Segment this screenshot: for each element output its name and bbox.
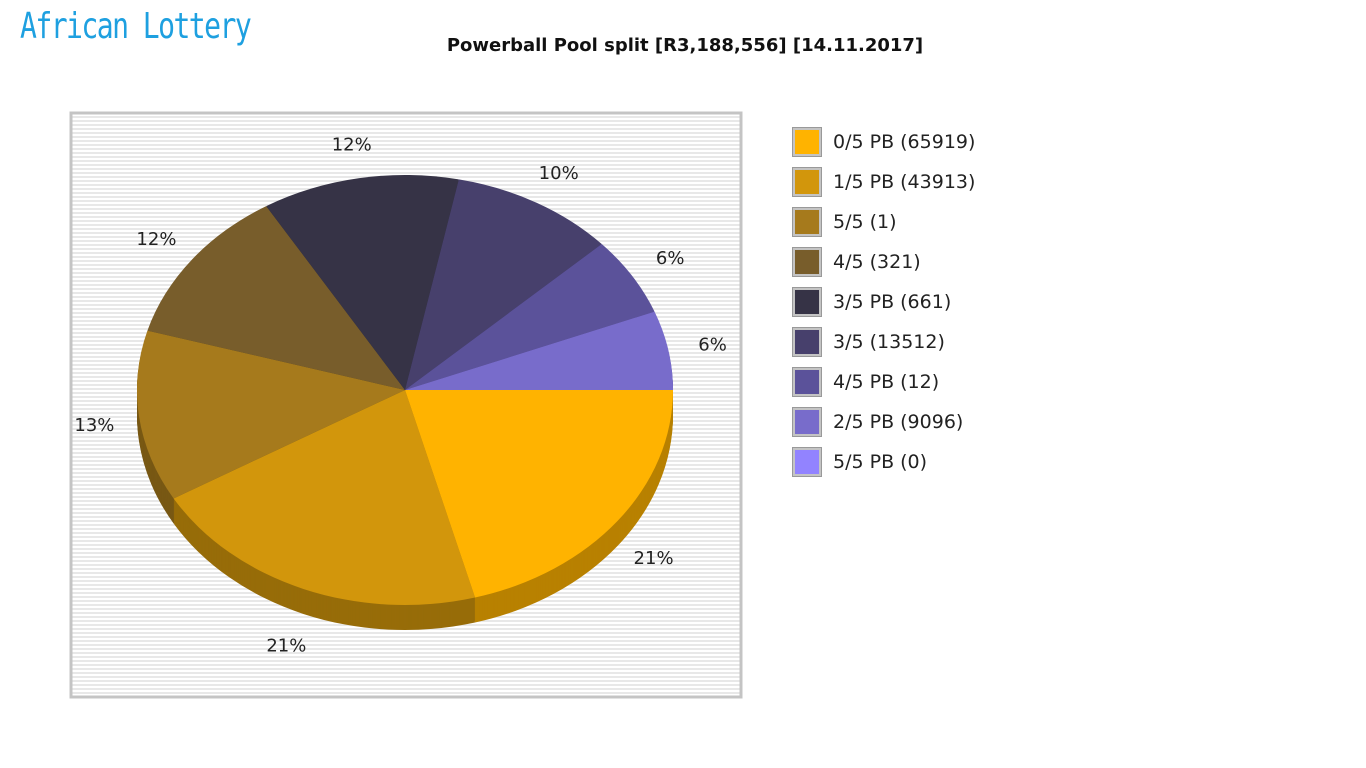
slice-percent-label: 12% [136, 229, 176, 250]
legend-item: 5/5 (1) [792, 202, 975, 242]
legend-item: 4/5 (321) [792, 242, 975, 282]
legend-label: 3/5 PB (661) [833, 291, 952, 313]
legend-swatch [792, 207, 822, 237]
pie-slice[interactable] [405, 179, 602, 390]
legend-label: 1/5 PB (43913) [833, 171, 976, 193]
legend-swatch [792, 447, 822, 477]
slice-percent-label: 10% [539, 163, 579, 184]
legend-swatch [792, 407, 822, 437]
legend-item: 0/5 PB (65919) [792, 122, 975, 162]
legend-label: 0/5 PB (65919) [833, 131, 976, 153]
pie-slice[interactable] [266, 174, 459, 390]
pie-slice[interactable] [405, 390, 673, 598]
legend-item: 3/5 (13512) [792, 322, 975, 362]
legend-swatch [792, 327, 822, 357]
legend-label: 3/5 (13512) [833, 331, 945, 353]
legend-label: 4/5 (321) [833, 251, 921, 273]
legend-item: 2/5 PB (9096) [792, 402, 975, 442]
legend-item: 1/5 PB (43913) [792, 162, 975, 202]
legend-item: 5/5 PB (0) [792, 442, 975, 482]
pie-slice[interactable] [405, 243, 655, 390]
pie-slice[interactable] [147, 206, 405, 390]
slice-percent-label: 6% [656, 248, 685, 269]
legend-swatch [792, 287, 822, 317]
legend-item: 3/5 PB (661) [792, 282, 975, 322]
pie-slice[interactable] [405, 311, 673, 390]
legend-label: 2/5 PB (9096) [833, 411, 964, 433]
slice-percent-label: 12% [332, 135, 372, 156]
legend-item: 4/5 PB (12) [792, 362, 975, 402]
slice-percent-label: 21% [266, 635, 306, 656]
slice-percent-label: 6% [698, 335, 727, 356]
slice-percent-label: 13% [74, 415, 114, 436]
legend-label: 5/5 (1) [833, 211, 897, 233]
legend-label: 4/5 PB (12) [833, 371, 940, 393]
legend-label: 5/5 PB (0) [833, 451, 928, 473]
chart-title: Powerball Pool split [R3,188,556] [14.11… [446, 35, 924, 56]
legend: 0/5 PB (65919) 1/5 PB (43913) 5/5 (1) 4/5 (… [792, 122, 975, 482]
pie-slice[interactable] [173, 390, 476, 605]
legend-swatch [792, 247, 822, 277]
slice-percent-label: 21% [634, 548, 674, 569]
legend-swatch [792, 167, 822, 197]
legend-swatch [792, 127, 822, 157]
african-lottery-logo[interactable]: African Lottery [20, 6, 252, 47]
pie-slice[interactable] [136, 330, 405, 499]
legend-swatch [792, 367, 822, 397]
